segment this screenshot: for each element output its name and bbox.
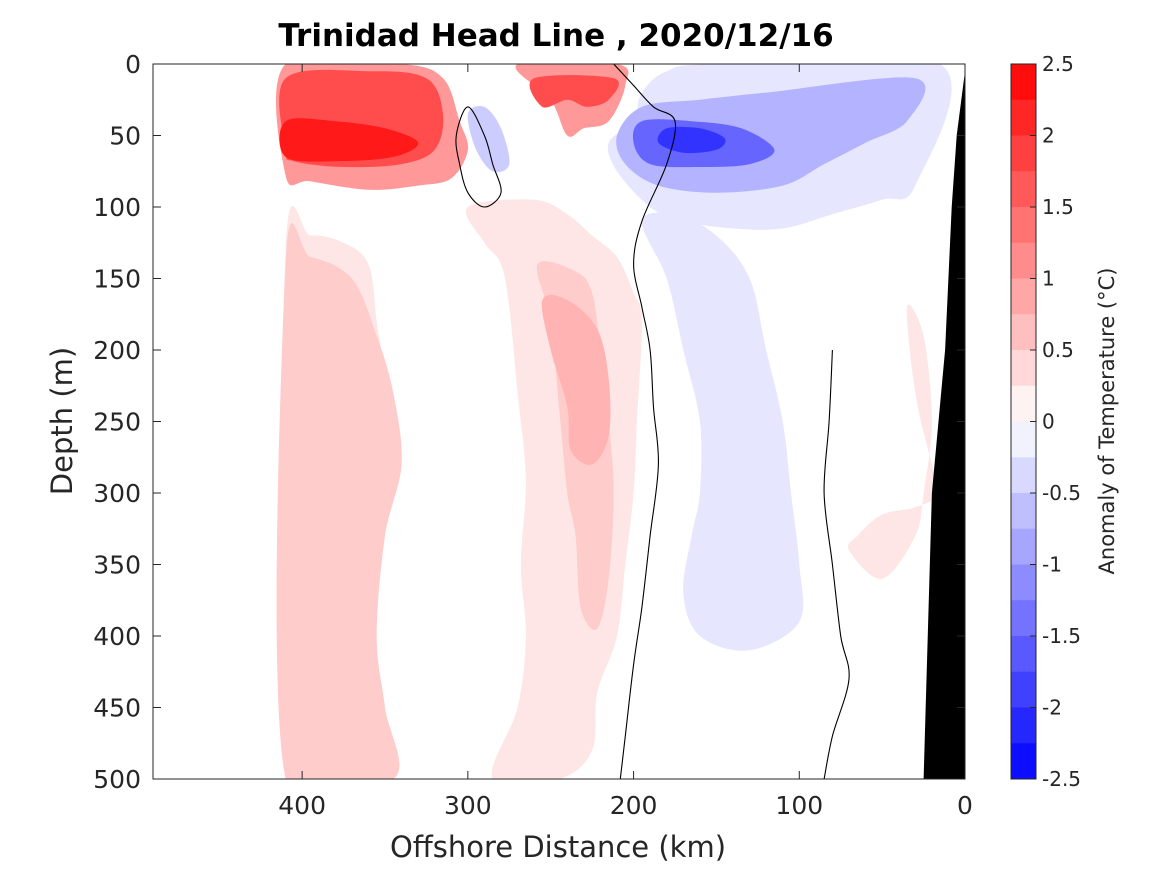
colorbar-tick-label: 0 [1042, 410, 1055, 434]
colorbar-band [1011, 564, 1036, 601]
x-tick-label: 100 [775, 791, 823, 820]
colorbar-tick-label: -2 [1042, 696, 1062, 720]
anomaly-region-cool-deep-east [641, 212, 804, 651]
x-tick-label: 0 [957, 791, 973, 820]
colorbar-band [1011, 707, 1036, 744]
anomaly-region-warm-nearshore [847, 304, 941, 579]
x-tick-label: 200 [610, 791, 658, 820]
colorbar-tick-label: 2 [1042, 124, 1055, 148]
colorbar-tick-label: -1 [1042, 553, 1062, 577]
colorbar: 2.5 2 1.5 1 0.5 0 -0.5 -1 -1.5 -2 -2.5 [1010, 52, 1081, 791]
y-tick-label: 50 [109, 122, 141, 151]
y-tick-label: 500 [93, 765, 141, 794]
anomaly-region-warm-surface-west-max [279, 118, 419, 162]
colorbar-band [1011, 385, 1036, 422]
colorbar-band [1011, 671, 1036, 708]
colorbar-band [1011, 743, 1036, 780]
colorbar-tick-label: 2.5 [1042, 52, 1074, 76]
y-tick-label: 150 [93, 265, 141, 294]
colorbar-band [1011, 314, 1036, 351]
zero-contour-pocket [455, 106, 502, 208]
y-tick-label: 0 [125, 50, 141, 79]
colorbar-band [1011, 350, 1036, 387]
colorbar-tick-label: -2.5 [1042, 767, 1081, 791]
colorbar-tick-label: -0.5 [1042, 481, 1081, 505]
colorbar-band [1011, 457, 1036, 494]
colorbar-band [1011, 528, 1036, 565]
chart-title: Trinidad Head Line , 2020/12/16 [278, 18, 833, 54]
colorbar-band [1011, 600, 1036, 637]
colorbar-tick-label: 1 [1042, 267, 1055, 291]
y-axis-label: Depth (m) [45, 347, 79, 495]
x-axis-label: Offshore Distance (km) [390, 830, 726, 864]
y-tick-label: 350 [93, 551, 141, 580]
colorbar-band [1011, 99, 1036, 136]
anomaly-region-warm-surface-mid-core [529, 75, 619, 108]
colorbar-band [1011, 207, 1036, 244]
y-tick-label: 250 [93, 408, 141, 437]
axes: 400 300 200 100 0 0 50 100 150 200 250 300 350 400 450… [93, 50, 973, 820]
colorbar-band [1011, 64, 1036, 101]
x-tick-label: 300 [444, 791, 492, 820]
anomaly-region-warm-core-east [541, 294, 611, 465]
y-tick-label: 300 [93, 479, 141, 508]
y-tick-label: 400 [93, 622, 141, 651]
zero-contour-main [613, 64, 677, 779]
colorbar-tick-label: 1.5 [1042, 195, 1074, 219]
anomaly-region-warm-subsurface-west [276, 223, 402, 779]
colorbar-band [1011, 493, 1036, 530]
colorbar-band [1011, 636, 1036, 673]
colorbar-label: Anomaly of Temperature (°C) [1095, 268, 1119, 575]
colorbar-band [1011, 278, 1036, 315]
y-tick-label: 100 [93, 193, 141, 222]
colorbar-band [1011, 242, 1036, 279]
colorbar-band [1011, 135, 1036, 172]
y-tick-label: 200 [93, 336, 141, 365]
colorbar-band [1011, 421, 1036, 458]
plot-area [153, 64, 965, 779]
colorbar-band [1011, 171, 1036, 208]
bathymetry-seafloor [923, 71, 965, 779]
colorbar-tick-label: 0.5 [1042, 338, 1074, 362]
colorbar-tick-label: -1.5 [1042, 624, 1081, 648]
y-tick-label: 450 [93, 694, 141, 723]
x-tick-label: 400 [278, 791, 326, 820]
zero-contour-nearshore [823, 349, 850, 779]
